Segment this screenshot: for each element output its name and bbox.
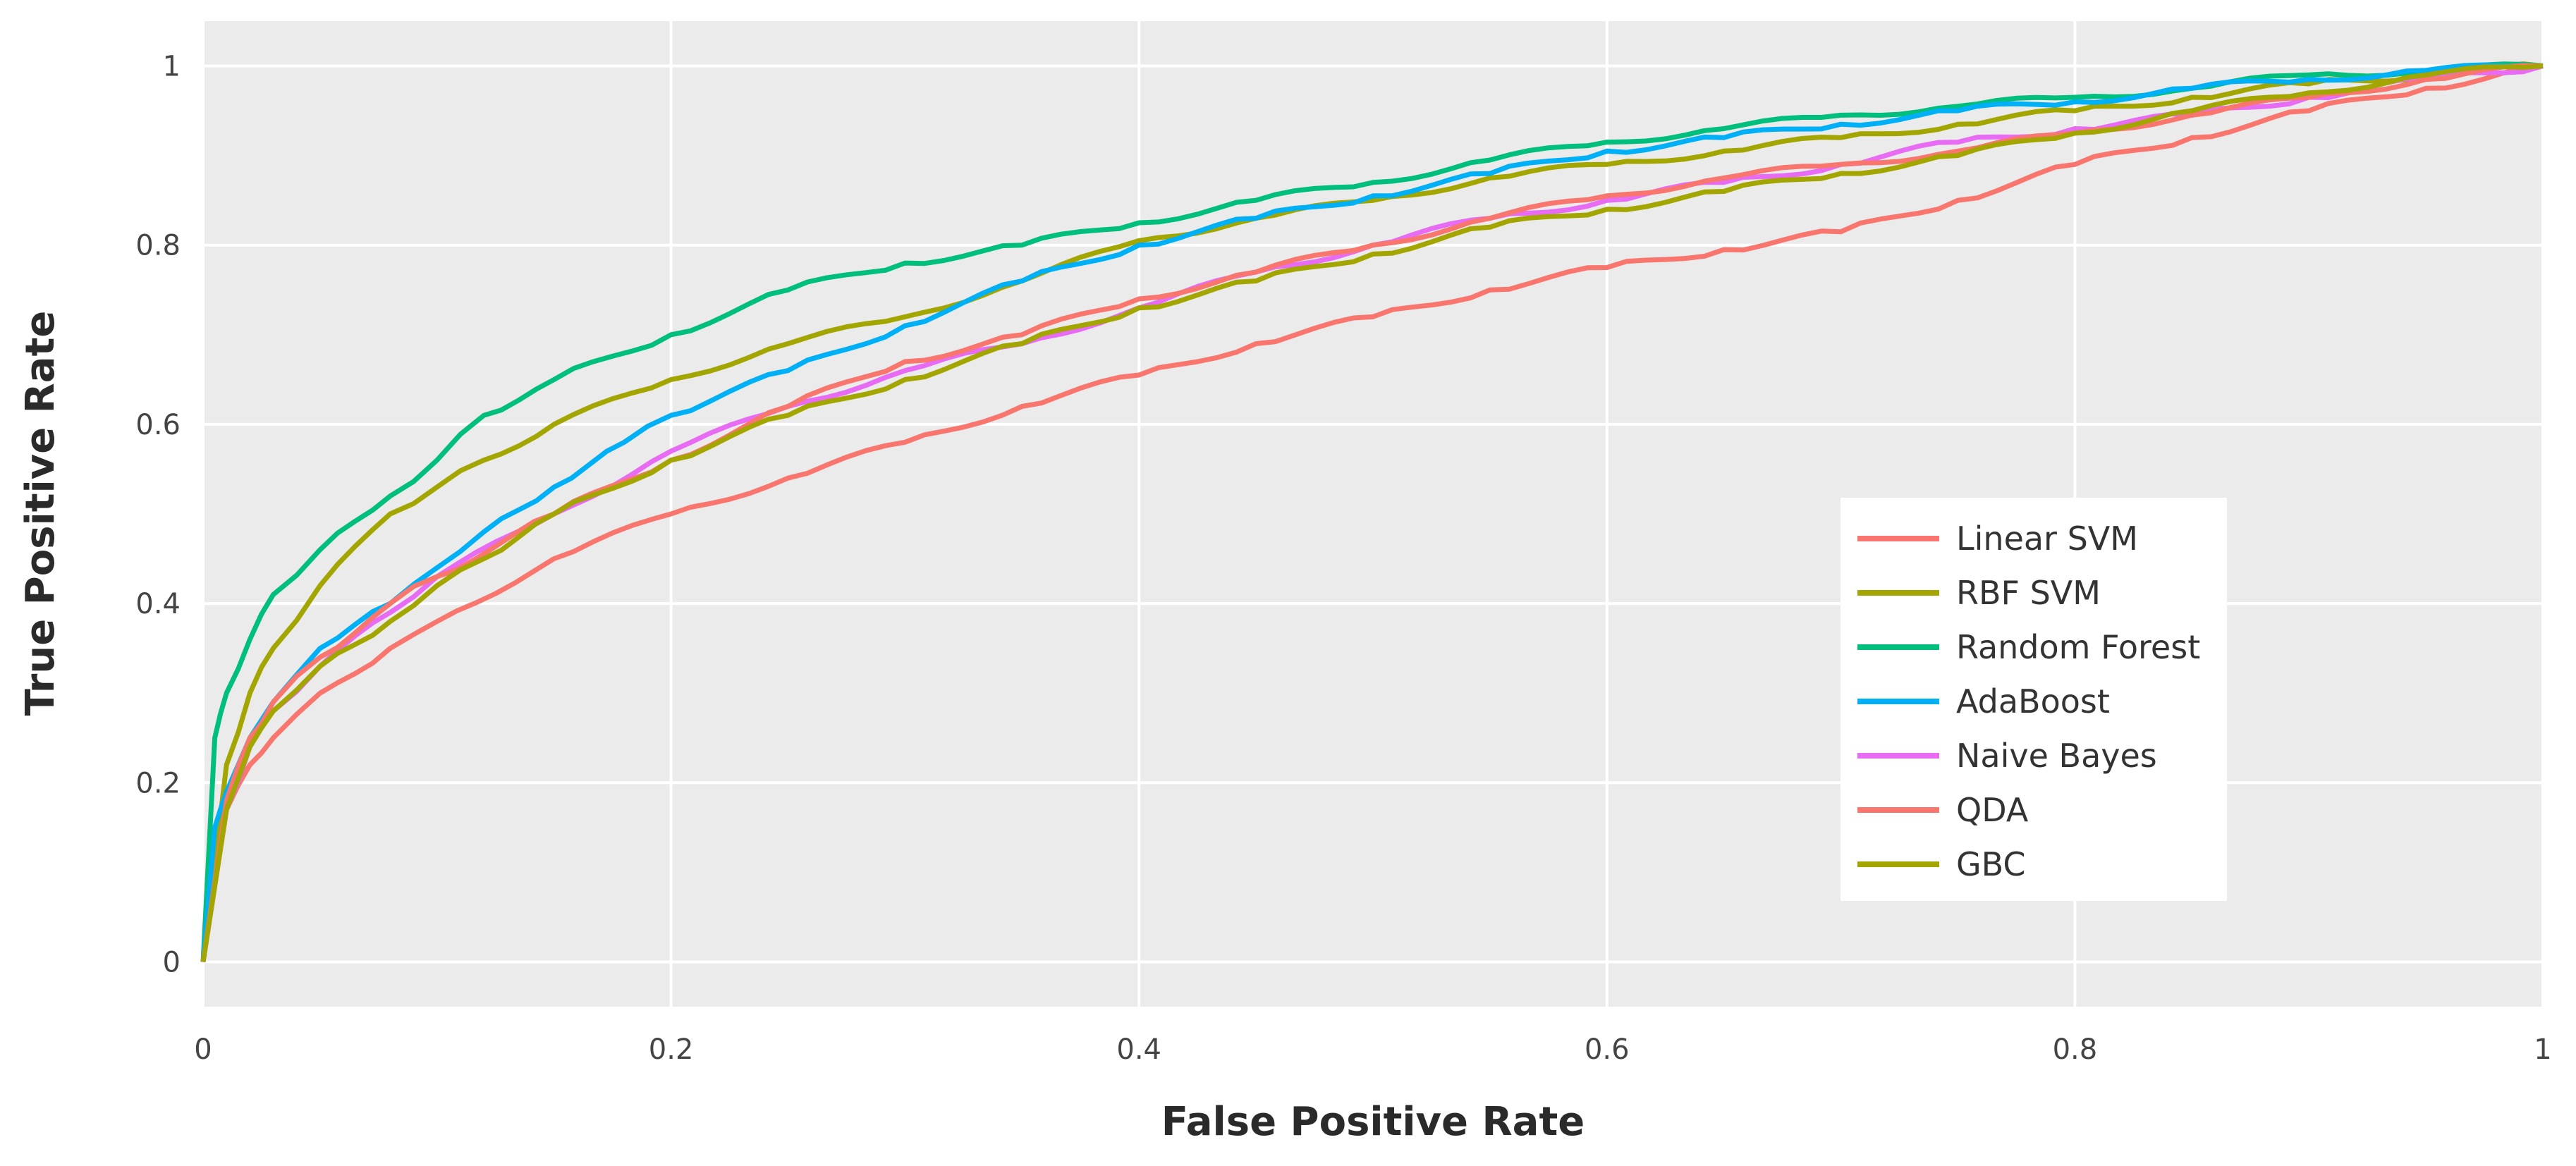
- y-tick-label: 0.4: [135, 588, 181, 620]
- legend-items: Linear SVM RBF SVM Random Forest AdaBoost Na…: [1857, 520, 2200, 883]
- roc-curves: [200, 61, 2544, 963]
- x-tick-label: 1: [2534, 1033, 2551, 1066]
- legend-label: QDA: [1956, 791, 2029, 829]
- series-line-linear-svm: [200, 63, 2544, 963]
- legend-label: GBC: [1956, 845, 2026, 883]
- legend-label: Linear SVM: [1956, 520, 2138, 558]
- x-tick-label: 0.8: [2053, 1033, 2098, 1066]
- x-axis-title: False Positive Rate: [1161, 1099, 1585, 1145]
- tick-labels: 0 0.2 0.4 0.6 0.8 1 0 0.2 0.4 0.6 0.8 1: [135, 51, 2551, 1066]
- y-tick-label: 0.8: [135, 230, 181, 262]
- x-tick-label: 0.2: [649, 1033, 694, 1066]
- x-tick-label: 0.4: [1116, 1033, 1161, 1066]
- series-line-gbc: [200, 63, 2544, 963]
- x-tick-label: 0.6: [1585, 1033, 1630, 1066]
- legend-label: Naive Bayes: [1956, 737, 2157, 775]
- legend: Linear SVM RBF SVM Random Forest AdaBoost Na…: [1841, 498, 2227, 901]
- x-tick-label: 0: [194, 1033, 212, 1066]
- y-tick-label: 1: [163, 51, 181, 83]
- series-line-adaboost: [200, 62, 2544, 962]
- y-axis-title: True Positive Rate: [18, 311, 63, 716]
- y-tick-label: 0: [163, 946, 181, 978]
- legend-label: Random Forest: [1956, 628, 2200, 666]
- legend-label: RBF SVM: [1956, 574, 2101, 612]
- y-tick-label: 0.2: [135, 767, 181, 799]
- legend-label: AdaBoost: [1956, 682, 2110, 720]
- y-tick-label: 0.6: [135, 409, 181, 441]
